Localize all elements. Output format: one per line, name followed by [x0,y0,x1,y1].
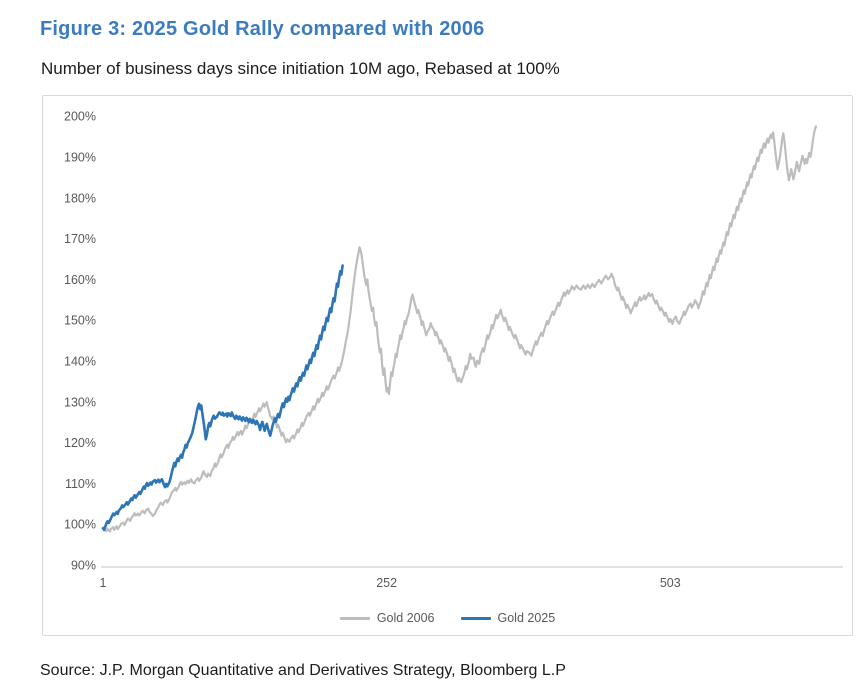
y-tick-label: 150% [64,314,96,328]
y-tick-label: 180% [64,191,96,205]
chart-container: 200% 190% 180% 170% 160% 150% 140% 130% 120% 110%… [42,95,853,636]
x-tick-label: 1 [100,576,107,590]
figure-title: Figure 3: 2025 Gold Rally compared with … [40,18,485,40]
x-tick-label: 503 [660,576,681,590]
y-tick-label: 160% [64,273,96,287]
legend-label-gold-2006: Gold 2006 [376,611,435,625]
y-tick-label: 120% [64,436,96,450]
y-tick-label: 100% [64,518,96,532]
legend-item-gold-2006: Gold 2006 [339,611,435,625]
y-tick-label: 90% [71,559,96,573]
y-tick-label: 170% [64,232,96,246]
figure-subtitle: Number of business days since initiation… [41,59,560,78]
line-chart: 200%190%180%170%160%150%140%130%120%110%… [64,110,843,590]
y-tick-label: 110% [65,477,96,491]
chart-legend: Gold 2006 Gold 2025 [43,611,852,625]
gold-2025-line-swatch [460,616,491,620]
y-tick-label: 190% [64,151,96,165]
source-note: Source: J.P. Morgan Quantitative and Der… [40,662,566,679]
legend-label-gold-2025: Gold 2025 [497,611,556,625]
gold-2025-line [101,264,344,532]
gold-2006-line [101,125,818,533]
y-tick-label: 200% [64,110,96,124]
gold-2006-line-swatch [339,616,370,620]
x-tick-label: 252 [376,576,397,590]
y-tick-label: 130% [64,395,96,409]
legend-item-gold-2025: Gold 2025 [460,611,556,625]
y-tick-label: 140% [64,355,96,369]
